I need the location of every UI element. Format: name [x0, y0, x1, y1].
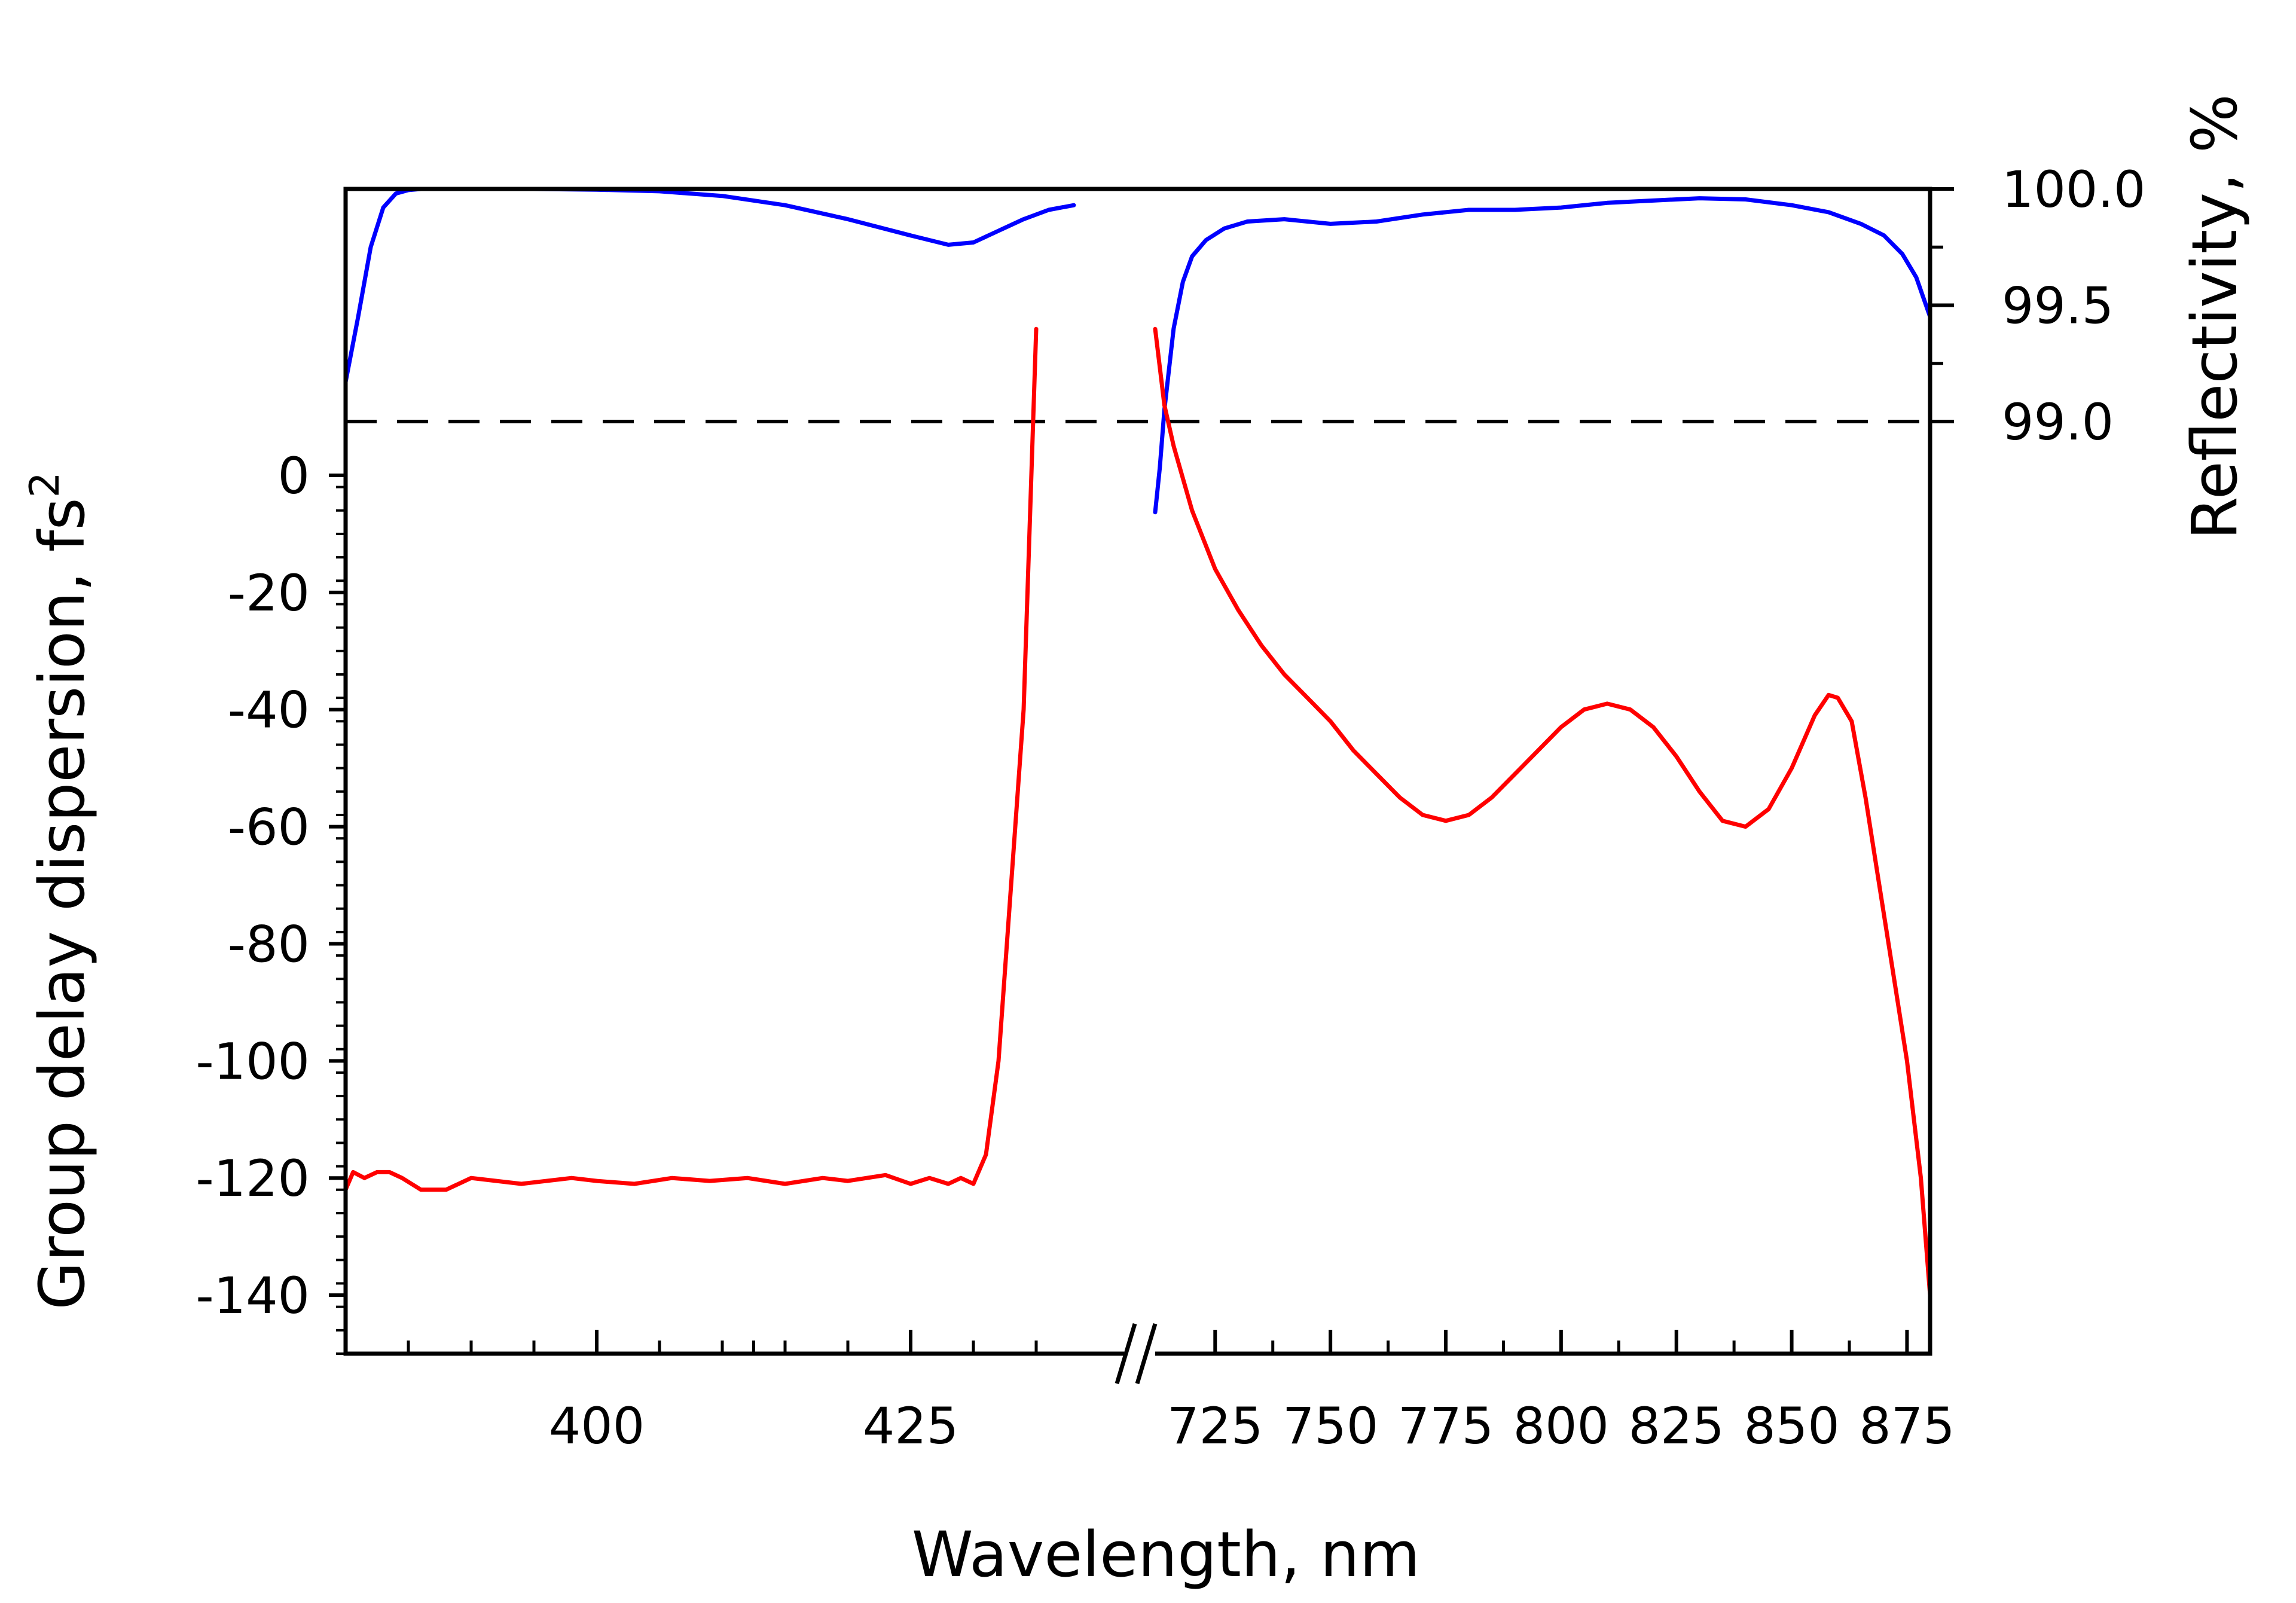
y-right-tick-label-100: 100.0 — [2002, 160, 2145, 219]
x-tick-label-750: 750 — [1283, 1397, 1378, 1455]
axis-marks: 400 425 725 750 775 800 825 850 875 0 -20 -40 -60 -80… — [196, 160, 2145, 1455]
y-axis-title-right: Reflectivity, % — [2178, 94, 2251, 540]
x-tick-label-875: 875 — [1859, 1397, 1955, 1455]
x-tick-label-800: 800 — [1513, 1397, 1609, 1455]
series-line-gdd-2 — [1153, 326, 1930, 1297]
x-tick-label-775: 775 — [1398, 1397, 1494, 1455]
series-line-reflectivity-2 — [1153, 196, 1930, 515]
y-left-tick-label--140: -140 — [196, 1266, 310, 1325]
axis-break-slash-2 — [1135, 1323, 1158, 1385]
y-axis-title-left: Group delay dispersion, fs2 — [22, 472, 99, 1310]
labels: Wavelength, nm Group delay dispersion, f… — [22, 94, 2251, 1591]
series-line-gdd-1 — [346, 326, 1039, 1192]
y-left-tick-label--40: -40 — [228, 681, 310, 740]
y-left-tick-label-0: 0 — [278, 447, 310, 505]
y-axis-title-left-superscript: 2 — [22, 472, 69, 497]
y-left-tick-label--100: -100 — [196, 1032, 310, 1091]
y-left-tick-label--60: -60 — [228, 798, 310, 857]
y-left-tick-label--120: -120 — [196, 1149, 310, 1208]
y-left-tick-label--20: -20 — [228, 564, 310, 622]
x-tick-label-850: 850 — [1744, 1397, 1839, 1455]
x-tick-label-425: 425 — [863, 1397, 958, 1455]
x-tick-label-825: 825 — [1629, 1397, 1724, 1455]
series-line-reflectivity-1 — [346, 189, 1076, 384]
x-tick-label-725: 725 — [1167, 1397, 1263, 1455]
y-left-tick-label--80: -80 — [228, 915, 310, 973]
y-right-tick-label-99-5: 99.5 — [2002, 277, 2114, 335]
x-tick-label-400: 400 — [549, 1397, 645, 1455]
x-axis-title: Wavelength, nm — [912, 1518, 1420, 1591]
axis-break-slash-1 — [1115, 1323, 1137, 1385]
y-right-tick-label-99: 99.0 — [2002, 393, 2114, 451]
plot-marks — [346, 189, 1954, 1297]
y-axis-title-left-main: Group delay dispersion, fs — [26, 497, 99, 1309]
